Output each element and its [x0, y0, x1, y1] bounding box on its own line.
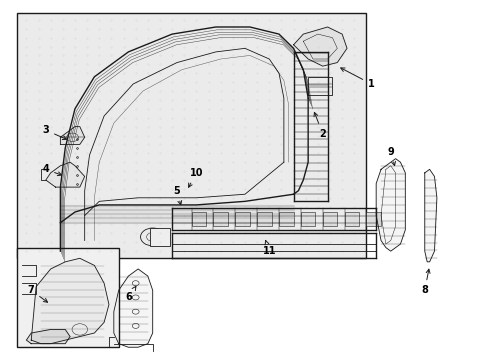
- Polygon shape: [31, 258, 109, 344]
- Polygon shape: [294, 27, 347, 66]
- Text: 3: 3: [43, 125, 67, 140]
- Bar: [323, 212, 337, 226]
- Polygon shape: [46, 162, 85, 187]
- Polygon shape: [425, 169, 437, 262]
- Bar: [17, 13, 367, 258]
- Text: 5: 5: [173, 186, 182, 205]
- Text: 10: 10: [189, 168, 203, 187]
- Polygon shape: [60, 127, 85, 144]
- Bar: [301, 212, 316, 226]
- Text: 7: 7: [28, 285, 48, 302]
- Text: 6: 6: [125, 287, 136, 302]
- Text: 2: 2: [314, 112, 326, 139]
- Bar: [367, 212, 381, 226]
- Bar: [17, 248, 119, 347]
- Bar: [192, 212, 206, 226]
- Bar: [344, 212, 359, 226]
- Bar: [150, 228, 170, 246]
- Text: 9: 9: [388, 147, 395, 166]
- Text: 1: 1: [341, 68, 375, 89]
- Bar: [17, 13, 367, 258]
- Bar: [235, 212, 250, 226]
- Text: 11: 11: [263, 240, 276, 256]
- Bar: [214, 212, 228, 226]
- Text: 8: 8: [421, 269, 430, 295]
- Bar: [279, 212, 294, 226]
- Polygon shape: [376, 159, 405, 251]
- Text: 4: 4: [43, 164, 62, 176]
- Polygon shape: [26, 329, 70, 344]
- Bar: [257, 212, 272, 226]
- Polygon shape: [114, 269, 153, 347]
